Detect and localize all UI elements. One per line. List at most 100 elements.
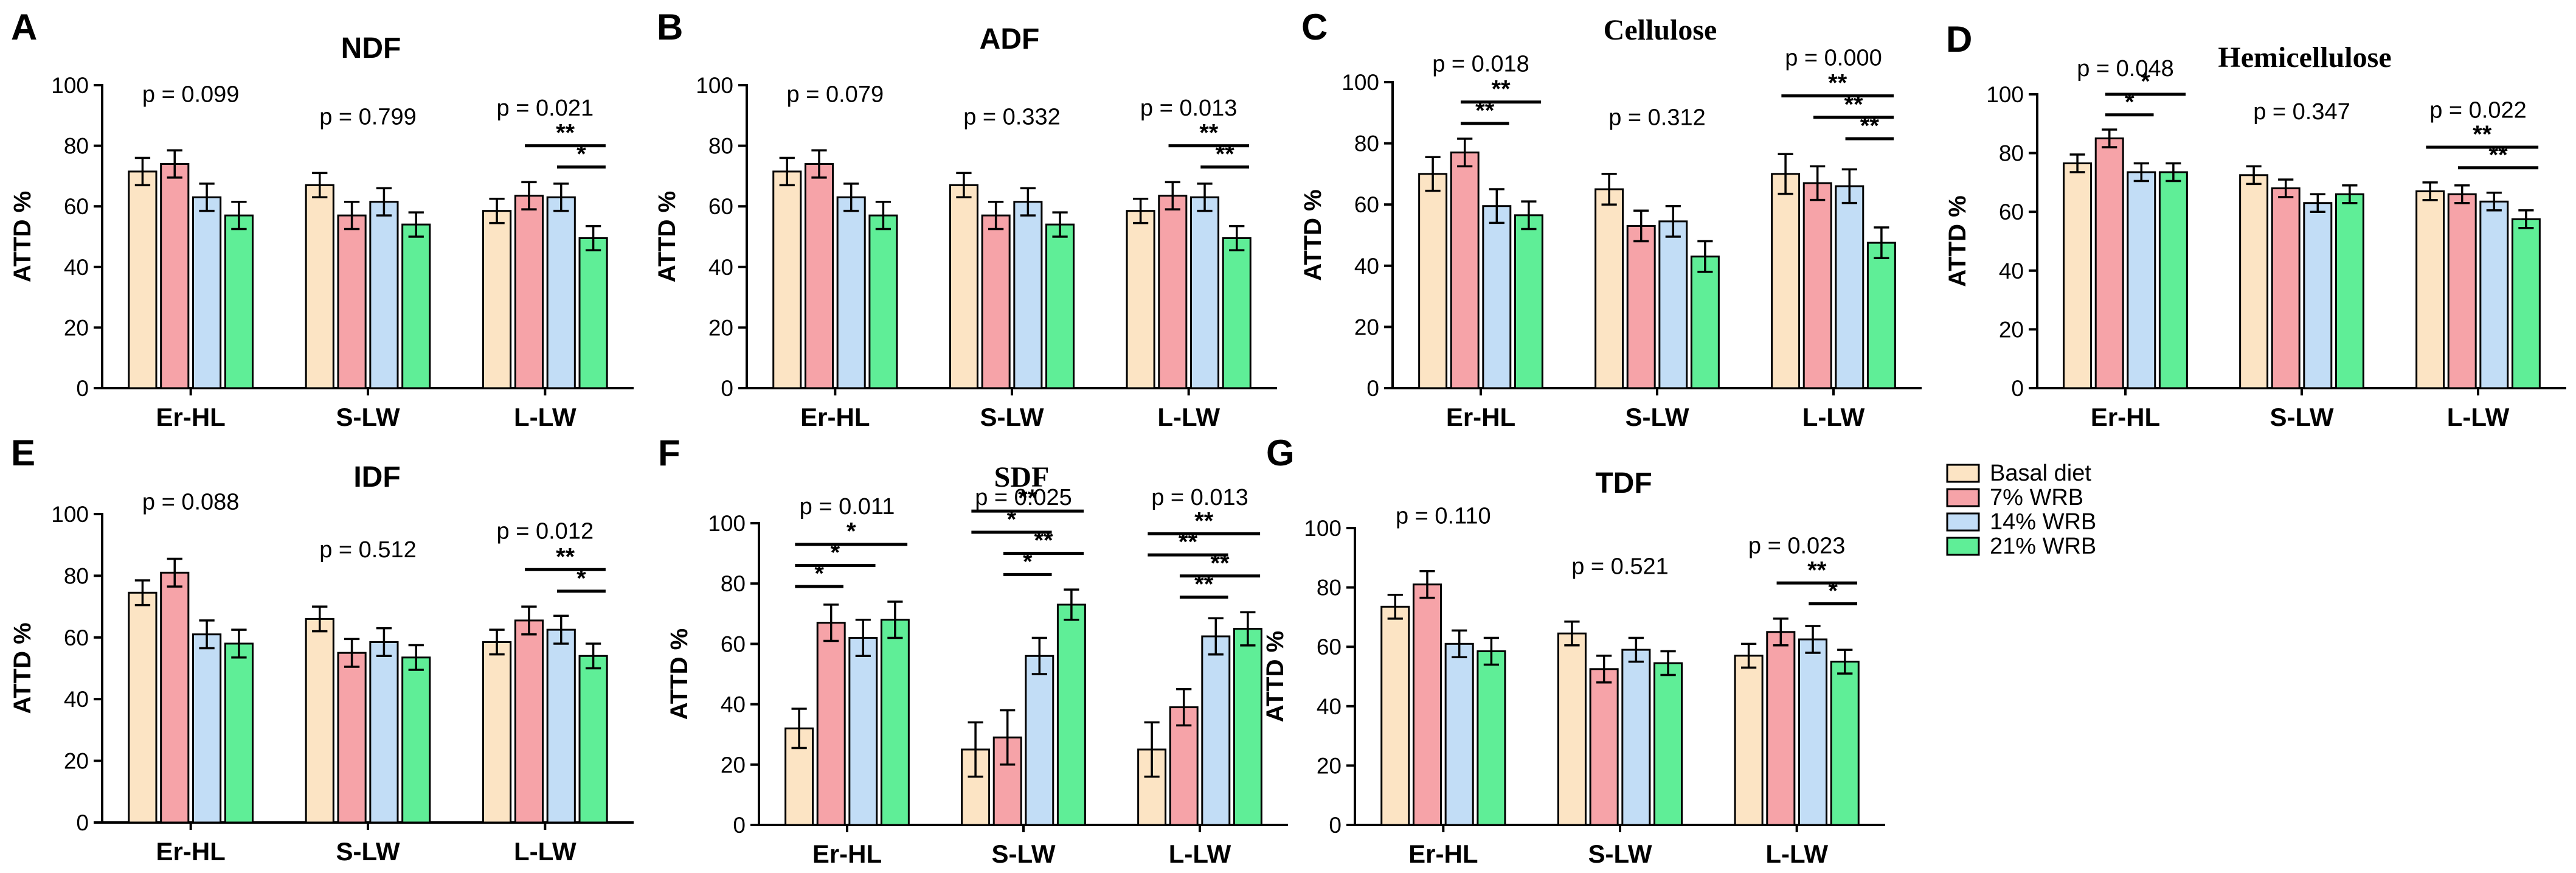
y-tick-label: 40 — [64, 255, 89, 280]
error-bar — [1810, 165, 1826, 201]
p-value-label: p = 0.088 — [142, 489, 240, 515]
error-bar — [988, 200, 1004, 231]
bar — [401, 223, 431, 389]
error-bar — [312, 172, 328, 199]
p-value-label: p = 0.000 — [1785, 45, 1882, 71]
y-tick-label: 60 — [708, 194, 733, 219]
bar — [192, 633, 222, 824]
error-bar — [553, 614, 569, 645]
error-bar — [2102, 128, 2117, 148]
y-tick-label: 40 — [1999, 259, 2024, 283]
error-bar — [199, 183, 215, 212]
error-bar — [811, 149, 827, 179]
y-axis-label: ATTD % — [666, 628, 693, 720]
error-bar — [1064, 588, 1079, 621]
bar — [2511, 218, 2541, 389]
bar — [1653, 662, 1683, 826]
y-tick-label: 20 — [64, 749, 89, 774]
bar — [1444, 642, 1474, 826]
bar — [2479, 200, 2509, 389]
bar — [1482, 205, 1512, 389]
x-tick-label: L-LW — [514, 403, 576, 431]
error-bar — [843, 183, 859, 212]
bar — [2415, 190, 2445, 389]
panel-letter: E — [11, 433, 35, 473]
significance-label: ** — [556, 543, 575, 570]
bar — [1802, 182, 1832, 389]
significance-label: ** — [1491, 76, 1511, 103]
legend-swatch — [1946, 488, 1980, 507]
significance-label: * — [576, 565, 586, 592]
error-bar — [344, 638, 360, 668]
bar — [1835, 185, 1864, 389]
bar — [1690, 256, 1720, 389]
bar — [369, 201, 399, 389]
p-value-label: p = 0.023 — [1748, 533, 1846, 558]
x-tick-label: Er-HL — [812, 840, 882, 868]
error-bar — [1841, 168, 1857, 204]
bar — [868, 214, 898, 389]
bar — [160, 162, 190, 389]
p-value-label: p = 0.022 — [2429, 98, 2527, 123]
x-tick-label: L-LW — [1802, 403, 1865, 431]
error-bar — [1660, 650, 1676, 676]
error-bar — [1208, 617, 1224, 656]
error-bar — [134, 156, 151, 187]
significance-label: ** — [1807, 557, 1827, 583]
y-tick-label: 80 — [64, 134, 89, 159]
error-bar — [167, 557, 182, 588]
x-tick-label: Er-HL — [156, 403, 225, 431]
y-axis-label: ATTD % — [1944, 195, 1971, 287]
x-tick-label: Er-HL — [1408, 840, 1478, 868]
error-bar — [2133, 162, 2149, 183]
bar — [337, 214, 367, 389]
significance-label: ** — [1018, 485, 1037, 512]
p-value-label: p = 0.312 — [1608, 105, 1706, 130]
error-bar — [1452, 629, 1467, 659]
x-tick-label: S-LW — [2270, 403, 2334, 431]
y-axis-label: ATTD % — [1300, 189, 1326, 280]
error-bar — [1601, 173, 1617, 206]
y-tick-label: 20 — [708, 315, 733, 340]
p-value-label: p = 0.512 — [319, 537, 417, 563]
y-axis-label: ATTD % — [9, 191, 36, 282]
bar — [1418, 173, 1448, 389]
bar — [224, 642, 254, 824]
chart-title: SDF — [994, 461, 1050, 493]
error-bar — [1665, 204, 1681, 238]
significance-label: * — [814, 560, 824, 587]
y-tick-label: 80 — [1999, 141, 2024, 166]
bar — [981, 214, 1011, 389]
error-bar — [2422, 181, 2438, 201]
error-bar — [1457, 137, 1473, 168]
bar — [1734, 655, 1764, 826]
error-bar — [855, 618, 871, 657]
bar — [1866, 242, 1896, 389]
y-tick-label: 20 — [721, 753, 746, 777]
y-tick-label: 80 — [708, 134, 733, 159]
bar — [1025, 655, 1054, 826]
error-bar — [1425, 156, 1441, 192]
bar — [1594, 188, 1624, 389]
y-tick-label: 100 — [1986, 82, 2024, 107]
y-tick-label: 0 — [76, 810, 89, 835]
y-tick-label: 100 — [696, 73, 733, 98]
error-bar — [521, 181, 537, 210]
bar — [369, 641, 399, 824]
error-bar — [134, 579, 151, 607]
bar — [1450, 151, 1480, 389]
y-tick-label: 100 — [1342, 70, 1379, 95]
bar — [1766, 631, 1796, 826]
error-bar — [1419, 570, 1435, 599]
significance-label: ** — [556, 120, 575, 147]
p-value-label: p = 0.799 — [319, 105, 417, 130]
error-bar — [791, 708, 807, 750]
error-bar — [1740, 642, 1757, 669]
y-tick-label: 60 — [1354, 192, 1379, 217]
error-bar — [2069, 153, 2085, 173]
bar — [804, 162, 834, 389]
error-bar — [199, 619, 215, 650]
error-bar — [2278, 178, 2294, 198]
y-tick-label: 40 — [64, 687, 89, 712]
x-tick-label: Er-HL — [2091, 403, 2160, 431]
